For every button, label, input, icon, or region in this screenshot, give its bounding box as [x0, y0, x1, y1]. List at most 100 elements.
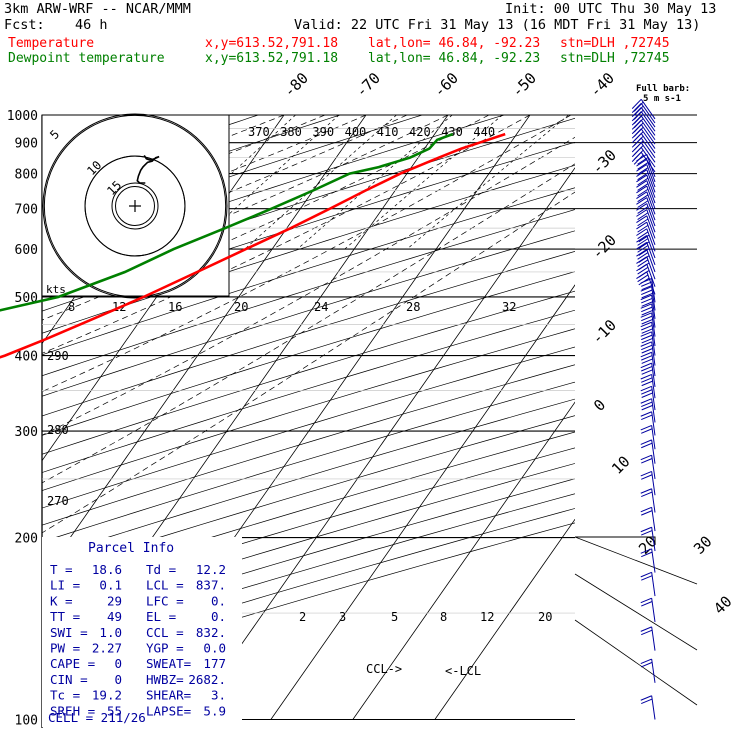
- parcel-label-left: CIN =: [50, 672, 88, 687]
- hodograph-ring: [43, 114, 227, 298]
- temperature-label: -80: [280, 69, 312, 101]
- wind-barb: [646, 242, 656, 266]
- parcel-info-panel: Parcel Info CELL = 211/26 T = 18.6 Td = 12.…: [42, 537, 242, 727]
- wind-barb-feather: [636, 209, 648, 217]
- wind-barb: [651, 286, 656, 311]
- parcel-value-left: 55: [107, 703, 122, 718]
- theta-left-label: 280: [47, 423, 69, 437]
- wind-barb: [640, 124, 656, 145]
- parcel-label-left: TT =: [50, 609, 80, 624]
- legend-temperature-xy: x,y=613.52,791.18: [205, 36, 339, 51]
- wind-barb-feather: [633, 109, 644, 120]
- wind-barb-feather: [633, 149, 644, 160]
- mixing-ratio-low-label: 2: [299, 610, 306, 624]
- parcel-label-left: CAPE =: [50, 656, 95, 671]
- dry-adiabat: [42, 364, 575, 526]
- wind-barb-feather: [640, 658, 652, 665]
- wind-barb-feather: [637, 212, 649, 220]
- wind-barb-feather: [641, 404, 653, 411]
- wind-barb: [646, 235, 656, 259]
- wind-barb-feather: [641, 315, 653, 322]
- wind-barb-feather: [641, 334, 653, 341]
- wind-barb-feather: [641, 348, 653, 354]
- temperature-label: -30: [588, 146, 620, 178]
- parcel-value-left: 18.6: [92, 562, 122, 577]
- wind-barb-feather: [641, 380, 653, 387]
- pressure-label: 1000: [7, 109, 38, 124]
- dry-adiabat: [42, 209, 575, 377]
- parcel-value-right: 12.2: [196, 562, 226, 577]
- parcel-label-right: LFC =: [146, 593, 184, 608]
- parcel-label-left: PW =: [50, 641, 80, 656]
- wind-barb-feather: [640, 548, 652, 554]
- wind-barb: [646, 228, 656, 252]
- wind-barb-feather: [636, 197, 648, 205]
- wind-barb: [646, 169, 656, 193]
- wind-barb-feather: [640, 362, 652, 369]
- wind-barb-feather: [633, 140, 644, 151]
- wind-barb-feather: [636, 174, 648, 183]
- dry-adiabat: [42, 346, 575, 509]
- wind-barb-feather: [636, 164, 648, 172]
- isotherm: [42, 115, 367, 579]
- wind-barb-feather: [640, 626, 652, 632]
- wind-barb-feather: [641, 369, 653, 375]
- wind-barb: [651, 322, 656, 346]
- wind-barb: [646, 164, 656, 188]
- wind-barb: [640, 111, 656, 132]
- wind-barb: [651, 411, 656, 436]
- wind-barb-feather: [641, 389, 653, 395]
- wind-barb: [646, 209, 656, 233]
- dry-adiabat: [42, 309, 575, 473]
- wind-barbs: [631, 98, 656, 720]
- temperature-label: -50: [508, 69, 540, 101]
- wind-barb-feather: [640, 571, 652, 578]
- wind-barb: [651, 439, 656, 464]
- wind-barb: [646, 185, 656, 209]
- wind-barb-feather: [637, 188, 649, 197]
- parcel-info-title: Parcel Info: [88, 541, 174, 556]
- hodograph-ring: [42, 113, 228, 299]
- hodograph-ring: [115, 186, 155, 226]
- theta-label: 400: [345, 125, 367, 139]
- dry-adiabat: [42, 187, 575, 356]
- parcel-cell: CELL = 211/26: [48, 710, 146, 725]
- wind-barb-feather: [640, 294, 652, 301]
- parcel-value-left: 29: [107, 593, 122, 608]
- wind-barb-feather: [636, 169, 648, 177]
- parcel-value-left: 0.1: [99, 578, 122, 593]
- wind-barb-feather: [641, 358, 653, 364]
- wind-barb: [651, 695, 656, 720]
- wind-barb-feather: [637, 238, 649, 246]
- wind-barb: [640, 133, 656, 154]
- legend-temperature-name: Temperature: [8, 36, 95, 51]
- wind-barb-feather: [640, 351, 652, 358]
- theta-label: 420: [409, 125, 431, 139]
- wind-barb-feather: [637, 231, 649, 240]
- ccl-label: CCL->: [366, 662, 402, 676]
- wind-barb: [640, 107, 656, 128]
- parcel-value-right: 3.: [211, 688, 226, 703]
- wind-barb-feather: [641, 365, 653, 372]
- wind-barb-feather: [633, 118, 644, 129]
- dry-adiabat: [42, 115, 342, 216]
- wind-barb: [651, 303, 656, 328]
- temperature-label: 30: [690, 532, 716, 558]
- wind-barb-feather: [636, 191, 648, 199]
- theta-label: 390: [312, 125, 334, 139]
- wind-barb-feather: [633, 131, 644, 142]
- wind-barb: [651, 398, 656, 423]
- right-boundary: [575, 536, 656, 545]
- wind-barb: [646, 263, 656, 287]
- mixing-ratio-label: 32: [502, 300, 516, 314]
- wind-barb-feather: [640, 331, 652, 337]
- wind-barb-feather: [637, 183, 649, 191]
- dewpoint-line: [0, 132, 454, 312]
- wind-barb-feather: [636, 158, 648, 167]
- wind-barb-feather: [640, 312, 652, 318]
- wind-barb-feather: [633, 105, 644, 116]
- wind-barb: [651, 658, 656, 683]
- wind-barb: [651, 312, 656, 337]
- wind-barb-feather: [640, 411, 652, 417]
- mixing-ratio-low-label: 5: [391, 610, 398, 624]
